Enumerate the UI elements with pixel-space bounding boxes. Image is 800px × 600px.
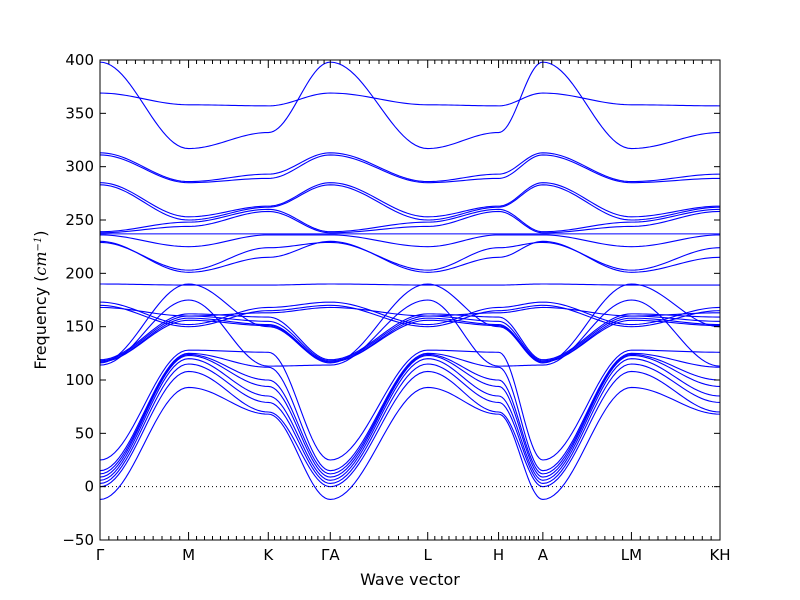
band-line: [99, 306, 721, 317]
band-line: [99, 152, 721, 183]
y-tick-label: 150: [65, 318, 94, 336]
y-tick-label: 200: [65, 264, 94, 282]
band-line: [99, 304, 721, 328]
band-line: [99, 234, 721, 248]
band-line: [99, 208, 721, 233]
y-tick-label: 0: [84, 478, 94, 496]
band-line: [99, 154, 721, 184]
band-line: [99, 210, 721, 234]
band-line: [99, 363, 721, 485]
y-tick-labels: −50 0 50 100 150 200 250 300 350 400: [62, 51, 94, 549]
band-line: [99, 354, 721, 478]
band-line: [99, 370, 721, 488]
band-lines: [99, 61, 721, 501]
x-tick-label: Γ: [96, 546, 105, 564]
y-tick-label: 50: [75, 424, 94, 442]
y-tick-label: 400: [65, 51, 94, 69]
x-tick-label: K: [263, 546, 274, 564]
y-tick-label: 350: [65, 104, 94, 122]
y-tick-label: 250: [65, 211, 94, 229]
y-axis-label: Frequency (cm−1): [31, 230, 50, 369]
x-tick-label: LM: [621, 546, 642, 564]
band-line: [99, 184, 721, 221]
x-tick-labels: Γ M K ΓA L H A LM KH: [96, 546, 731, 564]
band-line: [99, 353, 721, 475]
x-tick-label: ΓA: [321, 546, 340, 564]
band-line: [100, 283, 720, 286]
band-line: [99, 349, 721, 461]
band-line: [99, 301, 721, 326]
y-tick-label: 100: [65, 371, 94, 389]
plot-frame: [99, 59, 721, 541]
band-line: [99, 352, 721, 472]
band-line: [99, 283, 721, 364]
x-tick-label: M: [182, 546, 195, 564]
x-tick-label: L: [424, 546, 433, 564]
band-line: [99, 299, 721, 367]
x-tick-label: KH: [709, 546, 730, 564]
axis-ticks: [99, 59, 721, 541]
band-line: [99, 358, 721, 481]
band-line: [99, 61, 721, 150]
y-tick-label: 300: [65, 158, 94, 176]
band-line: [99, 319, 721, 363]
x-tick-label: A: [538, 546, 549, 564]
y-tick-label: −50: [62, 531, 94, 549]
band-line: [99, 241, 721, 271]
band-line: [99, 240, 721, 273]
band-line: [99, 92, 721, 107]
band-line: [99, 182, 721, 218]
x-tick-label: H: [493, 546, 504, 564]
x-axis-label: Wave vector: [360, 570, 460, 589]
band-line: [99, 386, 721, 501]
